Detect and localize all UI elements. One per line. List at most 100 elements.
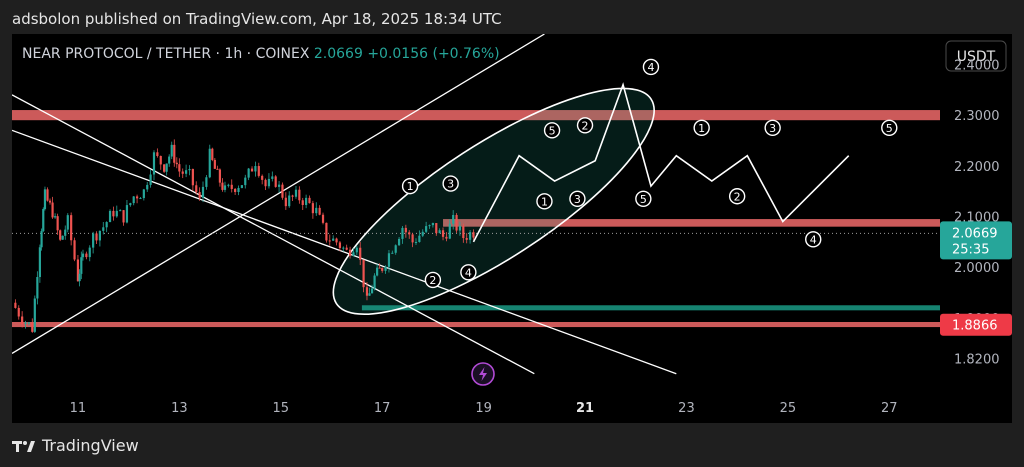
wave-label-circle [401, 177, 419, 195]
x-tick-label: 13 [171, 401, 188, 416]
candle-body [54, 216, 57, 218]
candle-body [472, 232, 475, 238]
wave-label-circle [881, 119, 898, 137]
wave-label-text: 5 [886, 122, 893, 135]
candle-body [448, 223, 451, 239]
candle-body [56, 216, 59, 231]
candle-body [92, 233, 95, 248]
candle-body [288, 195, 291, 207]
candle-body [170, 144, 173, 157]
wave-label-text: 2 [429, 274, 436, 287]
candle-body [428, 225, 431, 227]
candle-body [376, 267, 379, 276]
candle-body [135, 196, 139, 199]
currency-button[interactable] [945, 40, 1007, 72]
candle-body [321, 214, 325, 223]
tradingview-logo[interactable]: TradingView [12, 436, 139, 455]
candle-body [240, 185, 243, 188]
wave-label-circle [805, 231, 822, 248]
candle-body [274, 176, 277, 187]
y-tick-label: 1.8200 [954, 353, 1000, 368]
candle-body [48, 200, 52, 203]
candle-body [98, 230, 101, 241]
candle-body [267, 178, 271, 187]
candle-body [298, 189, 301, 201]
candle-body [359, 247, 362, 260]
candle-body [119, 210, 122, 212]
wave-label-circle [728, 188, 746, 205]
candle-body [129, 203, 132, 206]
candle-body [352, 252, 355, 256]
candle-body [257, 166, 260, 176]
candle-body [230, 184, 233, 189]
x-tick-label: 25 [780, 401, 797, 416]
candle-body [250, 168, 254, 172]
candle-body [431, 223, 434, 226]
wave-label-text: 4 [647, 61, 654, 74]
wave-label-circle [635, 190, 652, 207]
teal-zone [361, 305, 940, 311]
channel-upper-line [12, 94, 535, 375]
chart-container[interactable]: 1 3 2 4 1 3 5 2 4 5 1 2 3 4 5 NEAR PROTOCOL / TETHER · … [12, 34, 1012, 423]
candle-body [85, 253, 88, 258]
candle-body [159, 155, 162, 165]
x-tick-label: 15 [272, 401, 289, 416]
candle-body [115, 210, 118, 217]
candle-body [328, 240, 331, 242]
candle-body [291, 195, 294, 197]
publisher-line: adsbolon published on TradingView.com, A… [12, 10, 502, 28]
resistance-zone [12, 110, 940, 121]
candle-body [418, 235, 421, 242]
candle-body [156, 152, 159, 156]
candle-body [33, 298, 36, 332]
candle-body [38, 247, 41, 278]
wave-label-text: 5 [549, 124, 556, 137]
lightning-bolt [479, 367, 487, 381]
candle-body [345, 247, 348, 250]
candle-body [165, 163, 168, 172]
candle-body [421, 231, 424, 236]
x-tick-label: 17 [374, 401, 391, 416]
candle-body [198, 192, 201, 198]
candle-body [355, 247, 358, 253]
candle-body [445, 236, 448, 239]
projection-path [472, 82, 850, 243]
candle-body [70, 215, 73, 241]
candle-body [59, 230, 62, 240]
tradingview-logo-icon [12, 440, 35, 452]
candle-body [168, 156, 171, 164]
candle-body [465, 238, 468, 240]
candle-body [21, 316, 24, 324]
candle-body [365, 287, 369, 296]
candle-body [201, 186, 205, 198]
candle-body [42, 209, 45, 232]
wave-label-text: 1 [698, 122, 705, 135]
x-tick-label: 27 [881, 401, 898, 416]
candle-body [384, 266, 387, 271]
candle-body [139, 198, 142, 200]
candle-body [108, 210, 112, 223]
candle-body [244, 177, 247, 186]
candle-body [394, 245, 397, 253]
candle-body [362, 259, 365, 288]
currency-button-label: USDT [957, 49, 996, 65]
candle-body [318, 207, 321, 215]
candle-body [146, 184, 149, 190]
x-tick-label: 21 [576, 401, 594, 416]
candle-body [373, 275, 376, 289]
candle-body [46, 189, 49, 201]
candle-body [191, 169, 194, 186]
wave-label-circle [576, 117, 594, 134]
candle-body [218, 169, 222, 183]
wave-label-text: 3 [769, 122, 776, 135]
candle-body [468, 232, 472, 240]
candle-body [325, 222, 328, 241]
candle-body [411, 234, 414, 243]
candle-body [78, 273, 81, 282]
current-price-tag [940, 221, 1012, 260]
candle-body [175, 162, 178, 165]
candle-body [216, 168, 219, 170]
y-tick-label: 2.2000 [954, 160, 1000, 175]
candle-body [125, 205, 129, 223]
